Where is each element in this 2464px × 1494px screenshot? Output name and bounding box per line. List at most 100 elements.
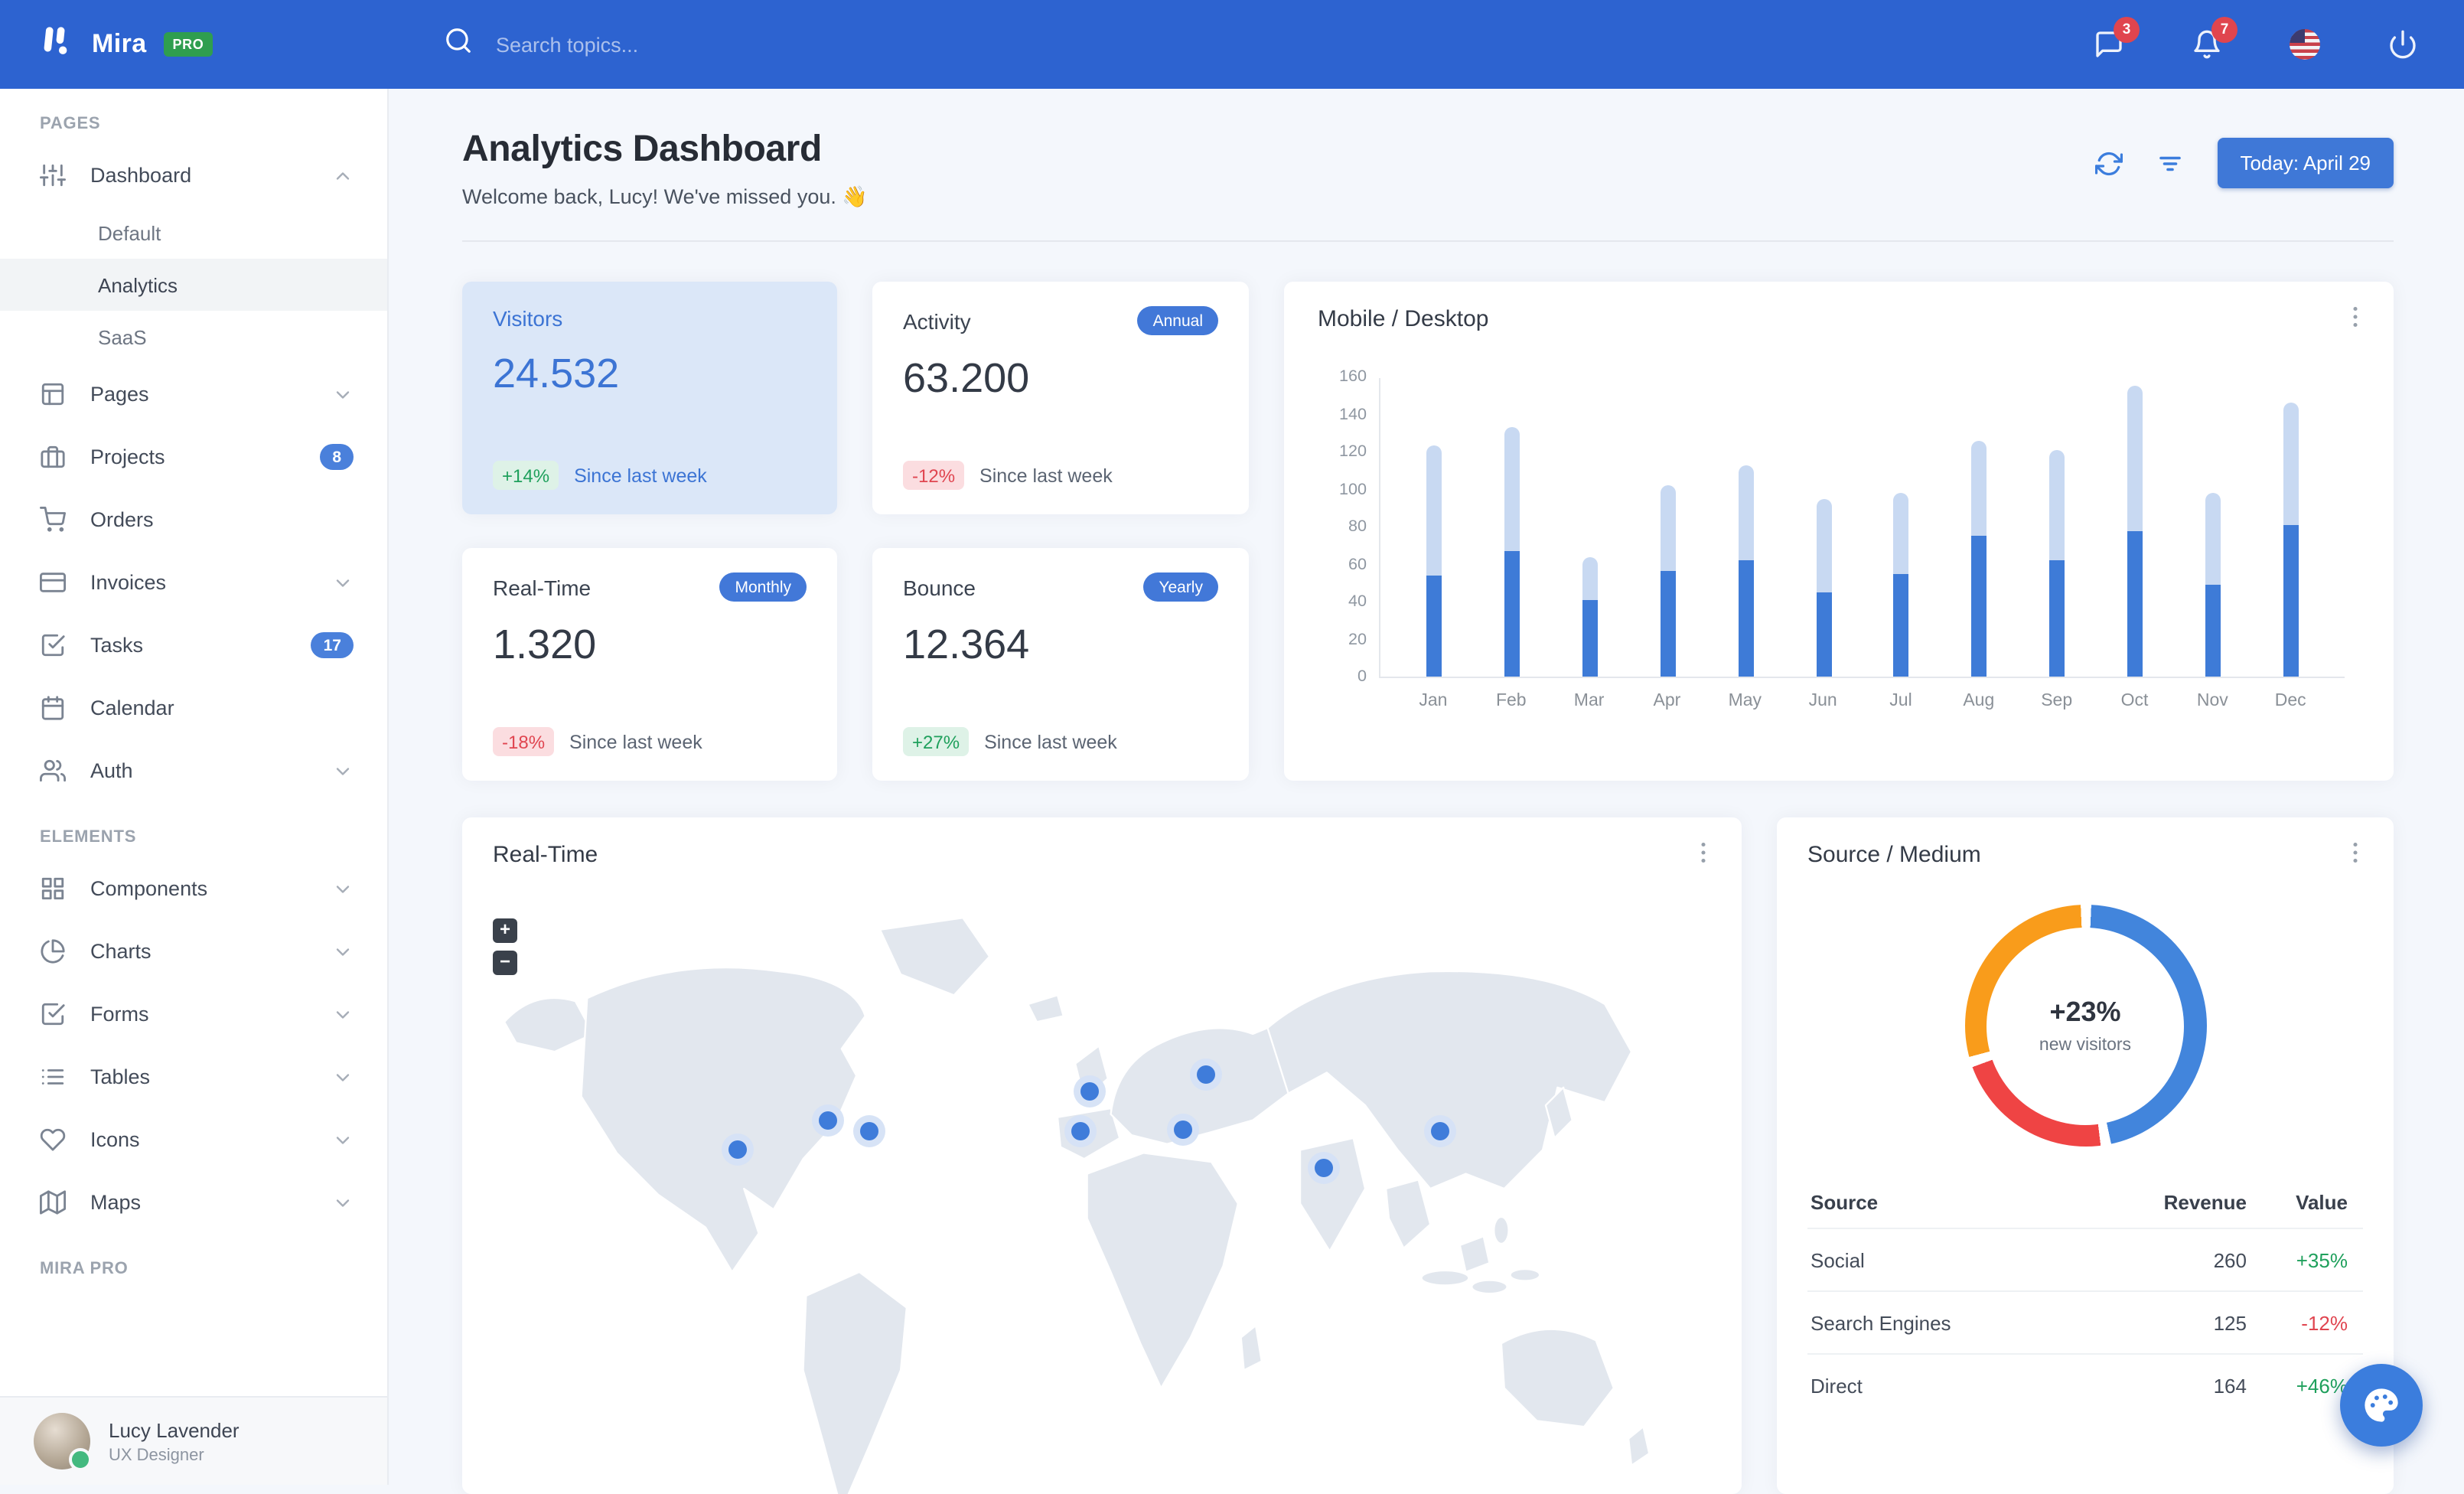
more-vertical-icon[interactable] [1690, 839, 1717, 866]
stat-delta-chip: -18% [493, 727, 555, 756]
stat-title: Activity [903, 308, 971, 333]
stat-delta-chip: +14% [493, 461, 559, 490]
bar-aug [1971, 440, 1987, 677]
chart-card-title: Mobile / Desktop [1318, 306, 1489, 332]
x-axis-label: Jul [1889, 692, 1912, 710]
stat-title: Bounce [903, 575, 976, 599]
sidebar-item-tables[interactable]: Tables [0, 1045, 387, 1108]
stat-period-badge[interactable]: Monthly [719, 572, 807, 602]
more-vertical-icon[interactable] [2342, 303, 2369, 331]
y-axis-tick: 120 [1338, 442, 1367, 461]
map-marker[interactable] [728, 1140, 747, 1160]
source-table: Source Revenue Value Social 260 +35% Search… [1807, 1177, 2363, 1416]
sidebar-item-invoices[interactable]: Invoices [0, 551, 387, 614]
sidebar-section-label: PAGES [40, 115, 101, 133]
x-axis-label: Sep [2041, 692, 2073, 710]
sidebar-item-label: Calendar [90, 696, 174, 719]
mobile-desktop-card: Mobile / Desktop 160 140 120 100 80 60 40 20 0 J… [1284, 282, 2394, 781]
world-map[interactable]: + − [484, 897, 1720, 1494]
stat-value: 12.364 [903, 621, 1030, 667]
sidebar-item-icons[interactable]: Icons [0, 1108, 387, 1171]
map-marker[interactable] [1173, 1120, 1192, 1139]
y-axis-tick: 160 [1338, 367, 1367, 386]
stat-value: 1.320 [493, 621, 597, 667]
notifications-count-badge: 7 [2211, 17, 2237, 43]
col-value: Value [2296, 1191, 2348, 1214]
sidebar-item-label: Maps [90, 1191, 142, 1214]
map-marker[interactable] [1314, 1158, 1333, 1177]
sidebar-user-footer[interactable]: Lucy Lavender UX Designer [0, 1396, 387, 1485]
bar-nov [2205, 492, 2221, 677]
brand[interactable]: Mira PRO [0, 21, 389, 67]
world-map-svg [503, 917, 1651, 1494]
bottom-grid: Real-Time + − [462, 817, 2394, 1494]
navbar-actions: 3 7 [2094, 17, 2464, 60]
map-marker[interactable] [1080, 1082, 1099, 1101]
layout-icon [40, 381, 66, 407]
bar-columns [1380, 378, 2345, 677]
bar-oct [2127, 386, 2143, 677]
notifications-bell-icon[interactable]: 7 [2192, 17, 2237, 60]
map-marker[interactable] [1196, 1065, 1215, 1084]
messages-icon[interactable]: 3 [2094, 17, 2140, 60]
sidebar-subitem-saas[interactable]: SaaS [98, 325, 147, 348]
donut-center-label: new visitors [2039, 1036, 2132, 1055]
briefcase-icon [40, 444, 66, 470]
credit-card-icon [40, 569, 66, 595]
theme-palette-fab[interactable] [2340, 1364, 2423, 1447]
sidebar-item-auth[interactable]: Auth [0, 739, 387, 802]
search-icon [444, 26, 473, 63]
map-zoom-in-button[interactable]: + [493, 918, 517, 943]
sidebar-item-forms[interactable]: Forms [0, 983, 387, 1045]
col-revenue: Revenue [2163, 1191, 2247, 1214]
sidebar-item-pages[interactable]: Pages [0, 363, 387, 426]
filter-icon[interactable] [2156, 149, 2183, 177]
sidebar-item-projects[interactable]: Projects 8 [0, 426, 387, 488]
chevron-down-icon [332, 572, 354, 593]
x-axis-label: Jun [1808, 692, 1837, 710]
power-logout-icon[interactable] [2387, 29, 2418, 60]
y-axis-tick: 100 [1338, 480, 1367, 498]
x-axis-label: Dec [2274, 692, 2306, 710]
sidebar-subitem-analytics[interactable]: Analytics [0, 259, 387, 311]
sidebar-section-label: ELEMENTS [40, 828, 137, 846]
sidebar-item-components[interactable]: Components [0, 857, 387, 920]
sidebar-item-label: Tables [90, 1065, 151, 1088]
sidebar-item-dashboard[interactable]: Dashboard [0, 144, 387, 207]
cell-revenue: 260 [2213, 1248, 2247, 1271]
language-flag-us[interactable] [2290, 29, 2320, 60]
source-table-row: Search Engines 125 -12% [1807, 1290, 2363, 1353]
refresh-icon[interactable] [2094, 149, 2123, 177]
sidebar-item-charts[interactable]: Charts [0, 920, 387, 983]
sliders-icon [40, 162, 66, 188]
sidebar-subitem-default[interactable]: Default [98, 221, 161, 244]
map-card-title: Real-Time [493, 842, 598, 868]
today-date-button[interactable]: Today: April 29 [2217, 138, 2394, 188]
brand-name: Mira [92, 29, 147, 58]
bar-may [1738, 465, 1754, 677]
chevron-down-icon [332, 941, 354, 962]
chevron-down-icon [332, 383, 354, 405]
col-source: Source [1811, 1191, 1879, 1214]
sidebar-item-tasks[interactable]: Tasks 17 [0, 614, 387, 677]
more-vertical-icon[interactable] [2342, 839, 2369, 866]
x-axis-label: Mar [1573, 692, 1605, 710]
sidebar-item-label: Auth [90, 759, 133, 782]
map-marker[interactable] [818, 1111, 837, 1130]
map-marker[interactable] [860, 1121, 879, 1140]
cart-icon [40, 507, 66, 533]
sidebar-item-calendar[interactable]: Calendar [0, 677, 387, 739]
navbar-search [444, 26, 845, 63]
check-square-icon [40, 632, 66, 658]
stat-period-badge[interactable]: Yearly [1143, 572, 1218, 602]
x-axis-label: Jan [1419, 692, 1448, 710]
sidebar-item-maps[interactable]: Maps [0, 1171, 387, 1234]
stat-period-badge[interactable]: Annual [1137, 306, 1218, 335]
y-axis-tick: 40 [1348, 592, 1367, 611]
realtime-map-card: Real-Time + − [462, 817, 1742, 1494]
sidebar-item-orders[interactable]: Orders [0, 488, 387, 551]
search-input[interactable] [493, 31, 845, 57]
chevron-down-icon [332, 1192, 354, 1213]
map-zoom-out-button[interactable]: − [493, 951, 517, 975]
source-table-row: Social 260 +35% [1807, 1228, 2363, 1290]
